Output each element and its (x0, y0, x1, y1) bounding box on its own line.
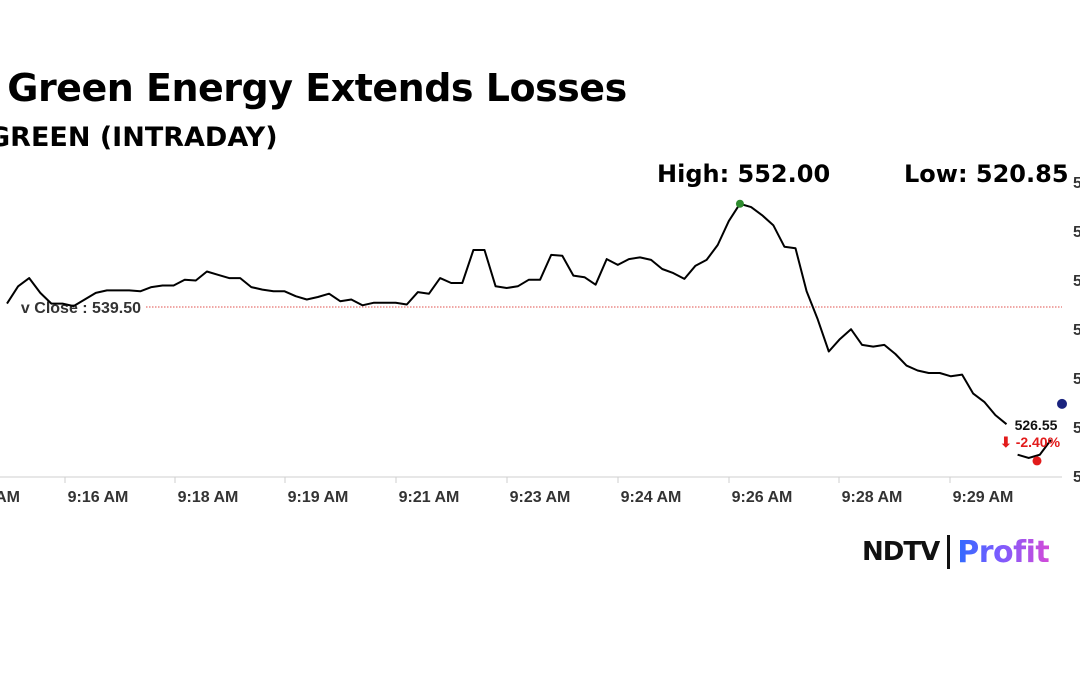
x-tick-label: 9:23 AM (510, 489, 571, 506)
chart-subtitle: GREEN (INTRADAY) (0, 122, 278, 153)
x-tick-label: 9:29 AM (953, 489, 1014, 506)
y-tick-label: 5 (1073, 371, 1080, 388)
last-price-marker (1057, 398, 1067, 409)
low-label: Low: 520.85 (904, 160, 1069, 188)
x-tick-label: 9:26 AM (732, 489, 793, 506)
x-tick-label: 9:19 AM (288, 489, 349, 506)
price-series-line (6, 202, 1008, 425)
y-tick-label: 5 (1073, 322, 1080, 339)
down-arrow-icon: ⬇ (1000, 434, 1012, 450)
low-marker (1032, 456, 1042, 466)
intraday-line-chart: AM 9:16 AM 9:18 AM 9:19 AM 9:21 AM 9:23 AM 9:2… (0, 160, 1080, 506)
y-tick-label: 5 (1073, 175, 1080, 192)
y-tick-label: 5 (1073, 224, 1080, 241)
x-axis: AM 9:16 AM 9:18 AM 9:19 AM 9:21 AM 9:23 AM 9:2… (0, 476, 1062, 506)
ndtv-profit-logo: NDTV Profit (862, 532, 1050, 572)
y-tick-label: 5 (1073, 469, 1080, 486)
x-tick-label: 9:24 AM (621, 489, 682, 506)
x-tick-label: AM (0, 489, 20, 506)
brand-divider (947, 535, 951, 569)
x-tick-label: 9:21 AM (399, 489, 460, 506)
brand-profit: Profit (957, 534, 1050, 570)
low-connector-line (1017, 439, 1052, 460)
chart-title: l Green Energy Extends Losses (0, 66, 627, 110)
y-tick-label: 5 (1073, 273, 1080, 290)
high-marker (735, 199, 744, 208)
change-percent-value: -2.40% (1016, 434, 1061, 450)
brand-ndtv: NDTV (862, 537, 940, 567)
x-tick-label: 9:16 AM (68, 489, 129, 506)
change-percent-label: ⬇ -2.40% (1000, 434, 1061, 450)
x-tick-label: 9:28 AM (842, 489, 903, 506)
x-tick-label: 9:18 AM (178, 489, 239, 506)
last-price-label: 526.55 (1015, 417, 1058, 433)
y-tick-label: 5 (1073, 420, 1080, 437)
y-axis: 5 5 5 5 5 5 5 (1073, 175, 1080, 486)
high-label: High: 552.00 (657, 160, 830, 188)
